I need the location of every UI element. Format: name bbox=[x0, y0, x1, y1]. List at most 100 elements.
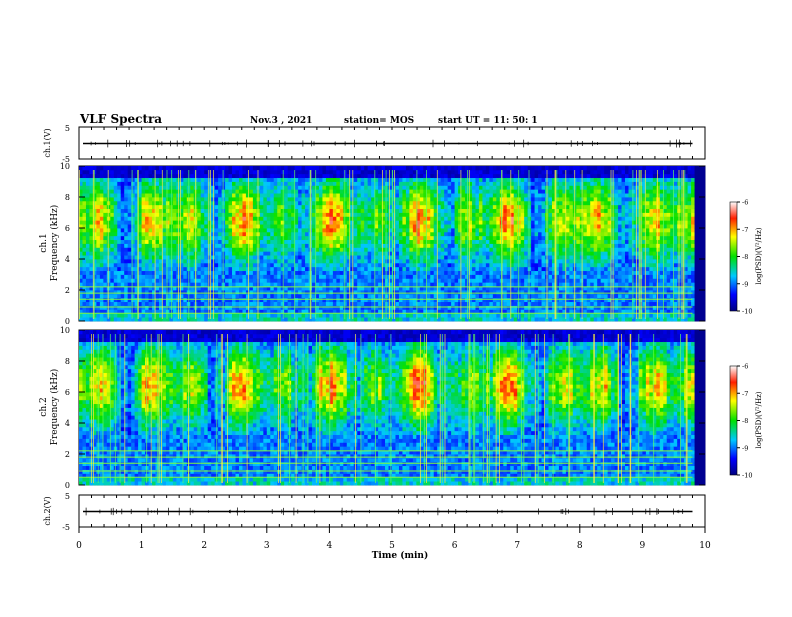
spectrogram-cell bbox=[229, 220, 233, 224]
spectrogram-cell bbox=[142, 197, 146, 201]
spectrogram-cell bbox=[354, 278, 358, 282]
spectrogram-cell bbox=[479, 306, 483, 310]
spectrogram-cell bbox=[343, 306, 347, 310]
spectrogram-cell bbox=[232, 216, 236, 220]
spectrogram-cell bbox=[302, 263, 306, 267]
spectrogram-cell bbox=[493, 182, 497, 186]
spectrogram-cell bbox=[117, 185, 121, 189]
spectrogram-cell bbox=[448, 236, 452, 240]
spectrogram-cell bbox=[201, 220, 205, 224]
spectrogram-cell bbox=[114, 197, 118, 201]
spectrogram-cell bbox=[183, 275, 187, 279]
spectrogram-cell bbox=[326, 306, 330, 310]
spectrogram-cell bbox=[409, 275, 413, 279]
spectrogram-cell bbox=[114, 302, 118, 306]
spectrogram-cell bbox=[232, 240, 236, 244]
spectrogram-cell bbox=[302, 244, 306, 248]
spectrogram-cell bbox=[156, 302, 160, 306]
spectrogram-cell bbox=[399, 240, 403, 244]
spectrogram-cell bbox=[368, 178, 372, 182]
spectrogram-cell bbox=[336, 213, 340, 217]
spectrogram-cell bbox=[204, 205, 208, 209]
spectrogram-cell bbox=[315, 166, 319, 170]
spectrogram-cell bbox=[121, 185, 125, 189]
spectrogram-cell bbox=[493, 306, 497, 310]
spectrogram-cell bbox=[493, 251, 497, 255]
spectrogram-cell bbox=[395, 228, 399, 232]
spectrogram-cell bbox=[86, 251, 90, 255]
spectrogram-cell bbox=[455, 232, 459, 236]
spectrogram-cell bbox=[225, 232, 229, 236]
spectrogram-cell bbox=[281, 306, 285, 310]
spectrogram-cell bbox=[128, 174, 132, 178]
spectrogram-cell bbox=[364, 224, 368, 228]
spectrogram-cell bbox=[340, 197, 344, 201]
spectrogram-cell bbox=[242, 278, 246, 282]
spectrogram-cell bbox=[455, 178, 459, 182]
spectrogram-cell bbox=[482, 263, 486, 267]
spectrogram-cell bbox=[246, 220, 250, 224]
spectrogram-cell bbox=[82, 228, 86, 232]
spectrogram-cell bbox=[222, 251, 226, 255]
spectrogram-cell bbox=[444, 170, 448, 174]
spectrogram-cell bbox=[89, 193, 93, 197]
spectrogram-cell bbox=[114, 185, 118, 189]
spectrogram-cell bbox=[86, 216, 90, 220]
spectrogram-cell bbox=[489, 182, 493, 186]
spectrogram-cell bbox=[427, 170, 431, 174]
spectrogram-cell bbox=[274, 205, 278, 209]
spectrogram-cell bbox=[173, 278, 177, 282]
spectrogram-cell bbox=[333, 224, 337, 228]
spectrogram-cell bbox=[448, 228, 452, 232]
spectrogram-cell bbox=[249, 271, 253, 275]
spectrogram-cell bbox=[156, 182, 160, 186]
spectrogram-cell bbox=[361, 313, 365, 317]
spectrogram-cell bbox=[274, 275, 278, 279]
spectrogram-cell bbox=[455, 302, 459, 306]
spectrogram-cell bbox=[215, 193, 219, 197]
spectrogram-cell bbox=[114, 216, 118, 220]
spectrogram-cell bbox=[142, 232, 146, 236]
spectrogram-cell bbox=[166, 174, 170, 178]
spectrogram-cell bbox=[343, 294, 347, 298]
spectrogram-cell bbox=[361, 244, 365, 248]
spectrogram-cell bbox=[402, 178, 406, 182]
spectrogram-cell bbox=[364, 263, 368, 267]
spectrogram-cell bbox=[475, 247, 479, 251]
spectrogram-cell bbox=[249, 255, 253, 259]
spectrogram-cell bbox=[288, 282, 292, 286]
spectrogram-cell bbox=[128, 290, 132, 294]
spectrogram-cell bbox=[413, 244, 417, 248]
spectrogram-cell bbox=[364, 170, 368, 174]
spectrogram-cell bbox=[482, 240, 486, 244]
spectrogram-cell bbox=[232, 209, 236, 213]
spectrogram-cell bbox=[89, 209, 93, 213]
spectrogram-cell bbox=[138, 313, 142, 317]
spectrogram-cell bbox=[437, 170, 441, 174]
spectrogram-cell bbox=[117, 267, 121, 271]
spectrogram-cell bbox=[260, 313, 264, 317]
spectrogram-cell bbox=[430, 232, 434, 236]
spectrogram-cell bbox=[437, 255, 441, 259]
spectrogram-cell bbox=[493, 240, 497, 244]
spectrogram-cell bbox=[496, 278, 500, 282]
spectrogram-cell bbox=[343, 209, 347, 213]
spectrogram-cell bbox=[149, 236, 153, 240]
spectrogram-cell bbox=[354, 178, 358, 182]
spectrogram-cell bbox=[100, 251, 104, 255]
spectrogram-cell bbox=[319, 247, 323, 251]
spectrogram-cell bbox=[378, 228, 382, 232]
spectrogram-cell bbox=[462, 271, 466, 275]
spectrogram-cell bbox=[441, 232, 445, 236]
spectrogram-cell bbox=[441, 170, 445, 174]
spectrogram-cell bbox=[236, 263, 240, 267]
spectrogram-cell bbox=[86, 213, 90, 217]
spectrogram-cell bbox=[322, 259, 326, 263]
spectrogram-cell bbox=[406, 236, 410, 240]
spectrogram-cell bbox=[357, 313, 361, 317]
spectrogram-cell bbox=[475, 228, 479, 232]
spectrogram-cell bbox=[378, 275, 382, 279]
spectrogram-cell bbox=[156, 240, 160, 244]
spectrogram-cell bbox=[284, 193, 288, 197]
spectrogram-cell bbox=[455, 282, 459, 286]
